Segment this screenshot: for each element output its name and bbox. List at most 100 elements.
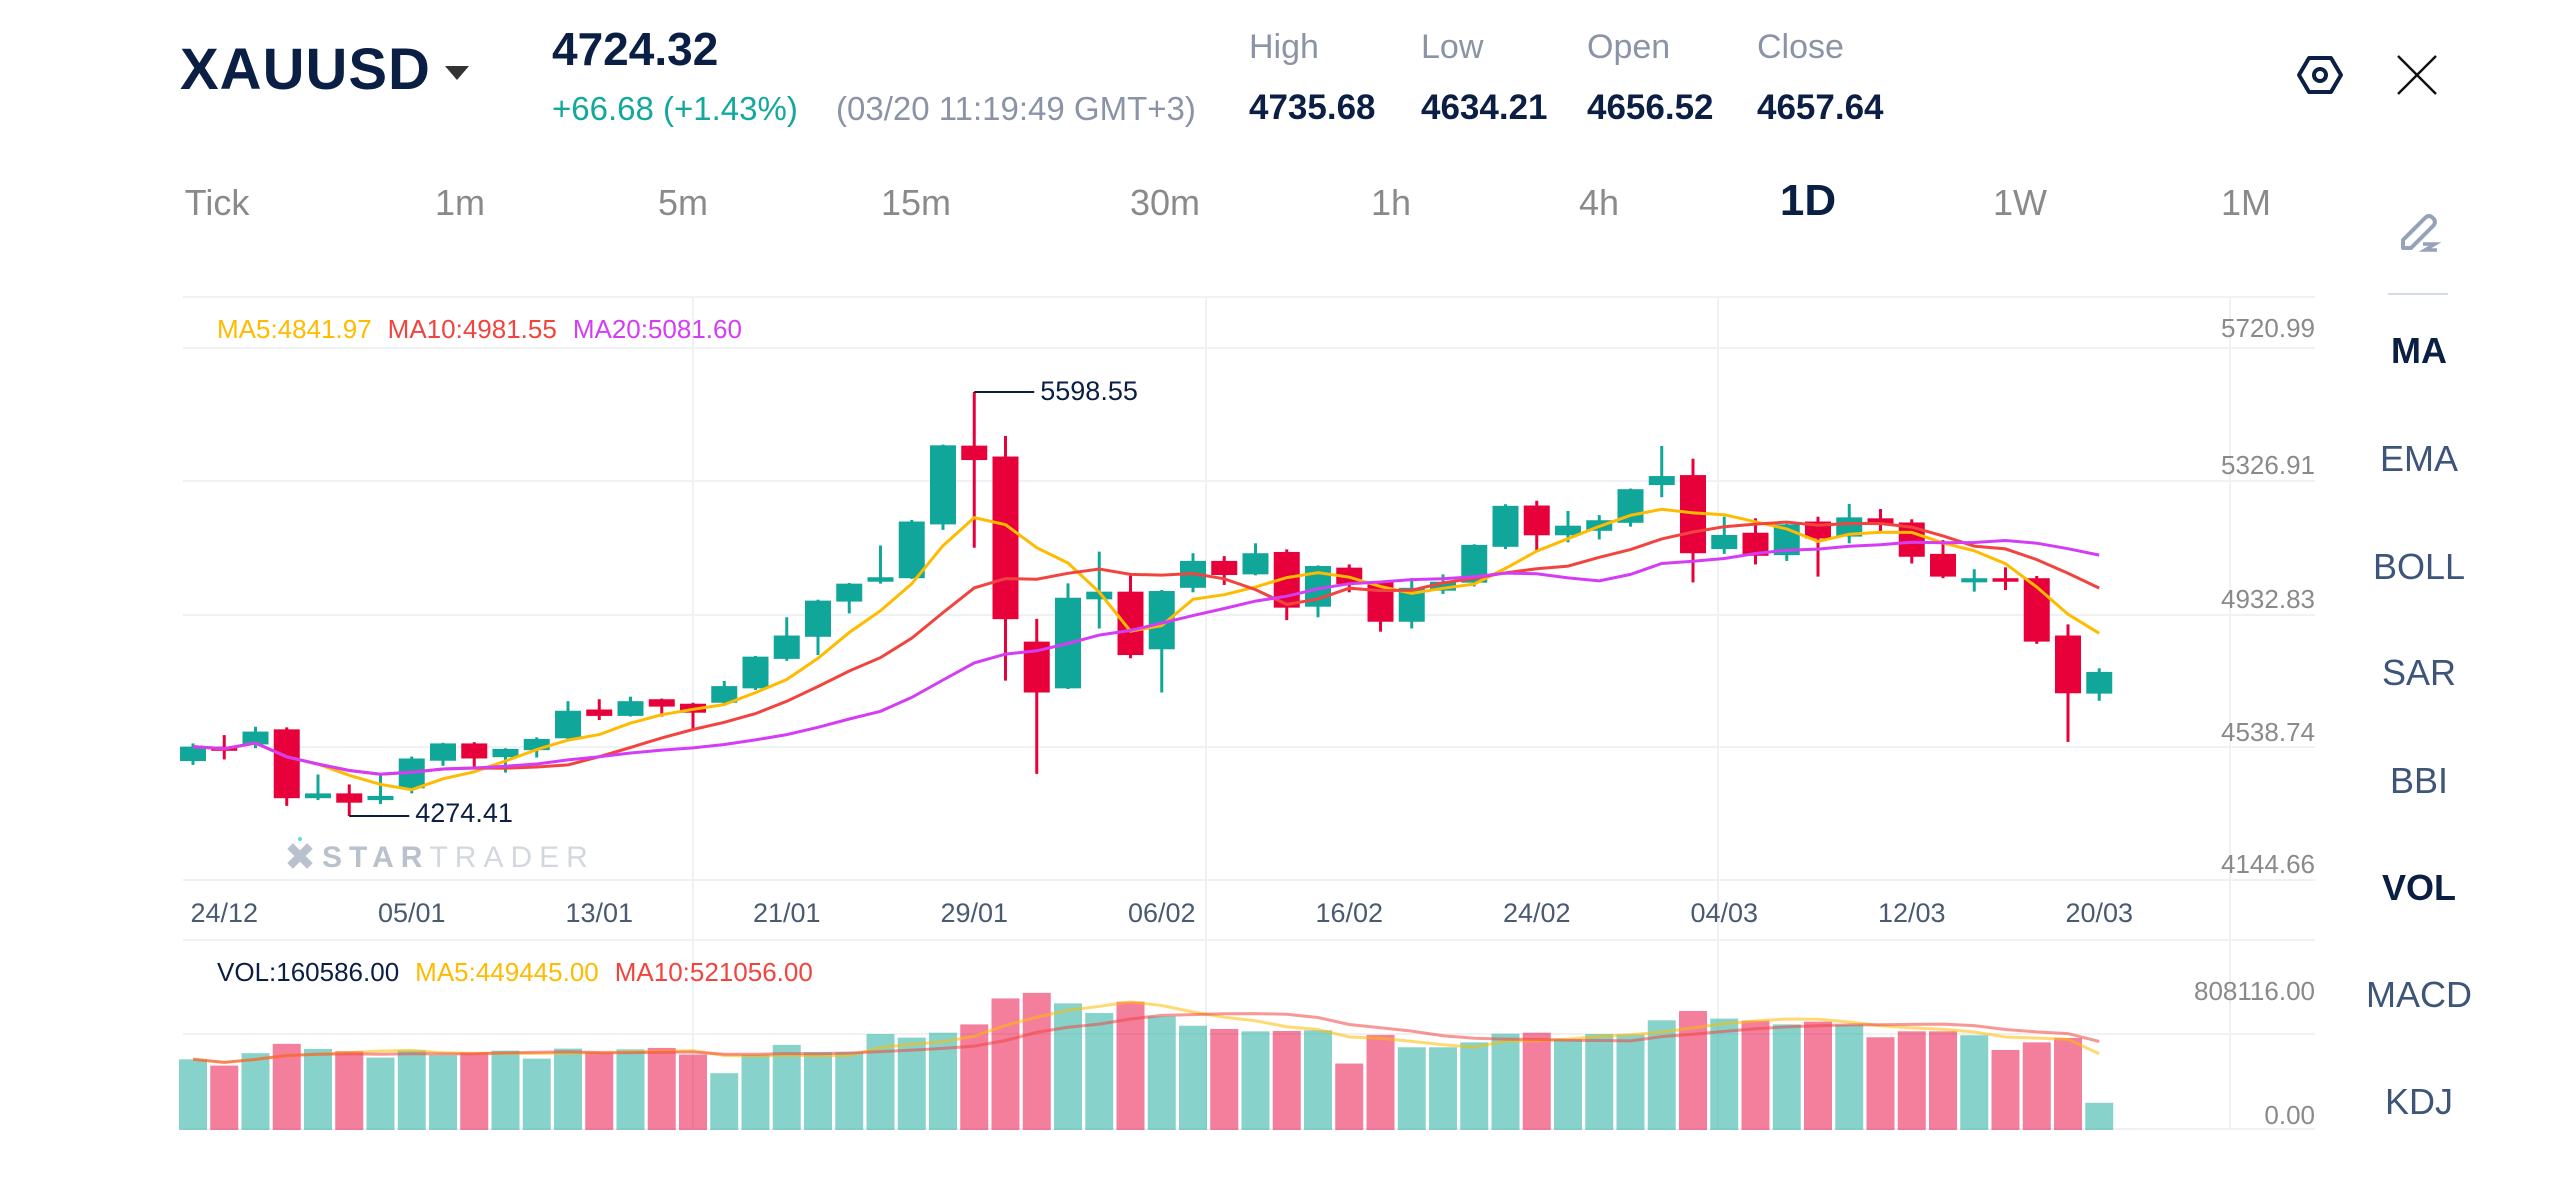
- high-label: High: [1249, 28, 1319, 66]
- candle-body: [1648, 476, 1675, 486]
- volume-bar: [772, 1044, 801, 1130]
- candle-body: [2086, 671, 2113, 694]
- candle-body: [1742, 532, 1769, 556]
- candle-body: [1711, 534, 1738, 550]
- volume-bar: [429, 1055, 457, 1130]
- panel-divider: [2388, 293, 2448, 295]
- y-tick-label: 5720.99: [2221, 313, 2315, 343]
- caret-down-icon: [444, 65, 469, 80]
- y-tick-label: 4932.83: [2221, 584, 2315, 614]
- close-button[interactable]: [2395, 53, 2439, 97]
- indicator-sar[interactable]: SAR: [2381, 652, 2457, 693]
- candle-body: [180, 746, 206, 762]
- indicator-ema[interactable]: EMA: [2379, 438, 2459, 479]
- volume-bar: [1460, 1042, 1489, 1130]
- candle-body: [492, 748, 519, 758]
- tab-1mo[interactable]: 1M: [2220, 182, 2272, 223]
- volume-bar: [741, 1054, 770, 1130]
- ma20-line: [192, 538, 2100, 776]
- svg-text:STARTRADER: STARTRADER: [322, 841, 595, 874]
- volume-bar: [1585, 1034, 1614, 1130]
- volume-bar: [1804, 1021, 1832, 1130]
- volume-bar: [272, 1043, 301, 1130]
- volume-bar: [2022, 1042, 2051, 1130]
- tab-4h[interactable]: 4h: [1578, 182, 1620, 223]
- volume-bar: [2054, 1037, 2082, 1130]
- indicator-ma[interactable]: MA: [2391, 330, 2447, 371]
- volume-bar: [679, 1054, 707, 1130]
- volume-bar: [1772, 1024, 1801, 1130]
- tab-5m[interactable]: 5m: [657, 182, 709, 223]
- settings-hex-icon: [2297, 56, 2343, 94]
- volume-bar: [1210, 1028, 1239, 1130]
- x-tick-label: 06/02: [1127, 898, 1196, 928]
- tab-30m[interactable]: 30m: [1129, 182, 1201, 223]
- ma5-line: [192, 507, 2101, 792]
- candle-body: [305, 793, 331, 799]
- volume-bar: [491, 1050, 520, 1130]
- candle-body: [1867, 518, 1894, 526]
- volume-bar: [2085, 1102, 2114, 1130]
- candle-body: [1523, 505, 1550, 536]
- candle-body: [742, 656, 769, 689]
- volume-bar: [960, 1024, 989, 1130]
- candle-body: [430, 743, 456, 761]
- candle-body: [1555, 525, 1581, 536]
- tab-1w[interactable]: 1W: [1993, 182, 2047, 223]
- vol-legend-value: VOL:160586.00: [217, 957, 400, 987]
- volume-bar: [804, 1052, 832, 1130]
- candle-body: [805, 600, 831, 637]
- indicator-boll[interactable]: BOLL: [2372, 546, 2466, 587]
- x-tick-label: 04/03: [1690, 898, 1759, 928]
- tab-1m[interactable]: 1m: [434, 182, 486, 223]
- volume-bar: [1335, 1063, 1364, 1130]
- volume-bar: [1710, 1018, 1739, 1130]
- volume-bar: [397, 1050, 426, 1130]
- candle-body: [586, 709, 613, 716]
- indicator-kdj[interactable]: KDJ: [2384, 1081, 2454, 1122]
- indicator-bbi[interactable]: BBI: [2389, 760, 2449, 801]
- candle-body: [773, 635, 800, 659]
- settings-button[interactable]: [2295, 50, 2345, 100]
- tab-tick[interactable]: Tick: [184, 182, 250, 223]
- startrader-watermark: STARTRADER: [287, 837, 595, 874]
- volume-bar: [522, 1058, 551, 1130]
- symbol-selector[interactable]: XAUUSD: [180, 36, 469, 103]
- indicator-macd[interactable]: MACD: [2366, 974, 2472, 1015]
- candle-body: [1086, 591, 1113, 600]
- low-label: Low: [1421, 28, 1484, 66]
- tab-1h[interactable]: 1h: [1370, 182, 1412, 223]
- candle-body: [1211, 560, 1238, 576]
- volume-bar: [835, 1052, 864, 1130]
- pencil-icon: [2401, 214, 2441, 252]
- quote-timestamp: (03/20 11:19:49 GMT+3): [836, 90, 1196, 127]
- volume-bar: [1960, 1035, 1989, 1130]
- volume-ma-lines: [192, 1000, 2100, 1064]
- volume-bar: [241, 1053, 270, 1130]
- volume-bar: [1741, 1020, 1770, 1130]
- candle-body: [273, 729, 300, 799]
- tab-1d[interactable]: 1D: [1779, 176, 1837, 225]
- volume-bar: [210, 1065, 239, 1130]
- x-tick-label: 13/01: [565, 898, 634, 928]
- volume-bar: [1054, 1003, 1082, 1130]
- volume-bar: [1397, 1047, 1426, 1130]
- volume-bar: [991, 998, 1020, 1130]
- y-tick-label: 4538.74: [2221, 717, 2315, 747]
- volume-bar: [1616, 1034, 1645, 1130]
- candle-body: [1430, 581, 1456, 591]
- volume-bar: [1241, 1031, 1270, 1130]
- volume-bar: [1897, 1031, 1926, 1130]
- candle-body: [1961, 578, 1988, 583]
- volume-bar: [1491, 1033, 1520, 1130]
- volume-bar: [1022, 992, 1051, 1130]
- ma10-legend: MA10:4981.55: [387, 314, 557, 344]
- x-tick-label: 20/03: [2065, 898, 2134, 928]
- draw-tool-button[interactable]: [2397, 210, 2441, 254]
- x-tick-label: 29/01: [940, 898, 1009, 928]
- indicator-vol[interactable]: VOL: [2381, 867, 2457, 908]
- volume-bar: [1522, 1032, 1551, 1130]
- x-tick-label: 16/02: [1315, 898, 1384, 928]
- tab-15m[interactable]: 15m: [880, 182, 952, 223]
